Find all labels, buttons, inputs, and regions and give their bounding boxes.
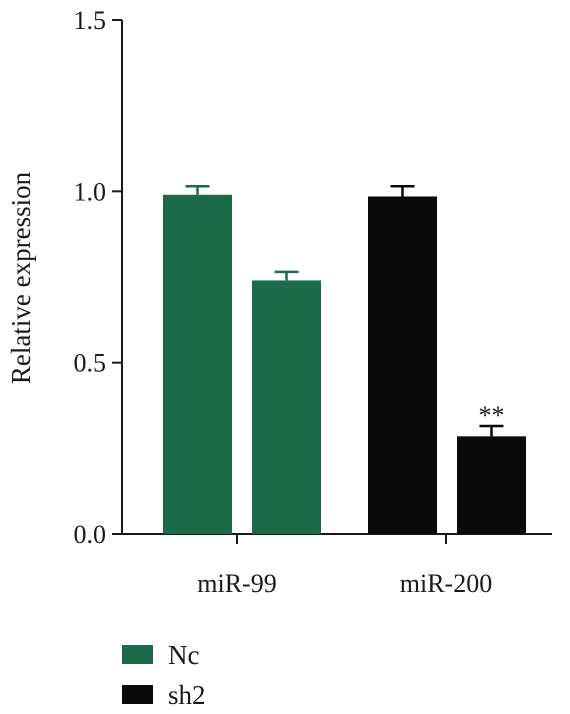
x-tick-label: miR-200 [400, 569, 492, 598]
y-tick-label: 0.5 [74, 349, 107, 378]
legend: Nc sh2 [122, 640, 206, 710]
significance-annotation: ** [479, 401, 505, 430]
legend-label-nc: Nc [168, 640, 199, 670]
bar-nc-1 [163, 194, 232, 534]
axes: 0.0 0.5 1.0 1.5 miR-99 miR-200 [74, 6, 552, 598]
bar-sh2-1 [368, 196, 437, 534]
legend-swatch-sh2 [122, 685, 153, 704]
x-tick-label: miR-99 [197, 569, 276, 598]
y-tick-label: 0.0 [74, 520, 107, 549]
y-tick-label: 1.5 [74, 6, 107, 35]
bar-sh2-2 [457, 436, 526, 534]
legend-label-sh2: sh2 [168, 680, 206, 710]
legend-swatch-nc [122, 645, 153, 664]
y-axis-title: Relative expression [6, 171, 36, 384]
bar-nc-2 [252, 280, 321, 534]
y-tick-label: 1.0 [74, 177, 107, 206]
bars: ** [163, 184, 526, 534]
